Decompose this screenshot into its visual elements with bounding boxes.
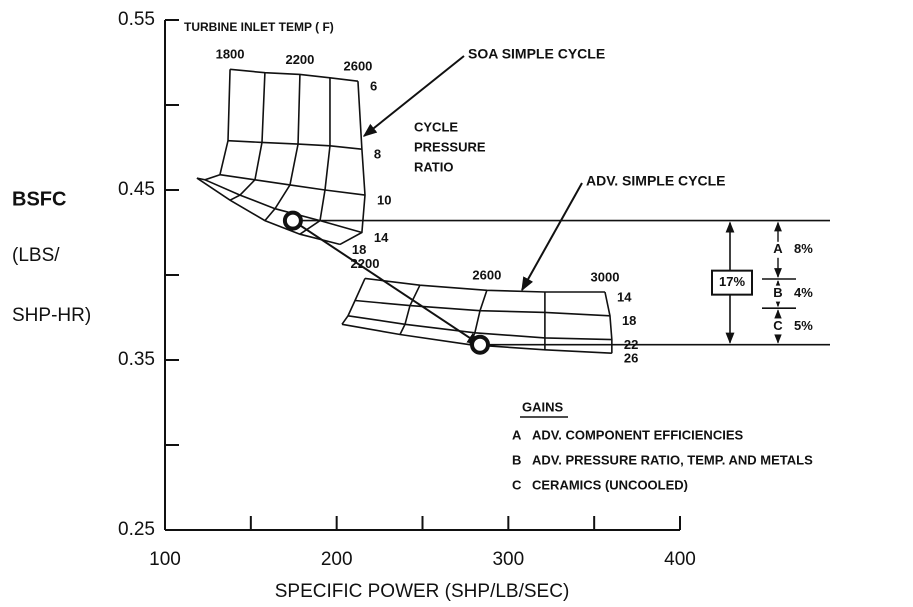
x-axis-label: SPECIFIC POWER (SHP/LB/SEC) <box>275 581 570 602</box>
temp-label: 2200 <box>351 256 380 271</box>
gain-value-label: 4% <box>794 285 813 300</box>
temp-axis-label: TURBINE INLET TEMP ( F) <box>184 20 334 34</box>
gain-key: C <box>773 318 783 333</box>
temp-line <box>604 291 613 354</box>
legend-title: GAINS <box>522 399 564 414</box>
temp-line <box>196 69 231 181</box>
gain-gap <box>770 318 786 335</box>
temp-line <box>339 81 366 246</box>
ratio-label: 10 <box>377 193 391 208</box>
total-label: 17% <box>719 274 745 289</box>
callout-arrow <box>362 55 465 137</box>
ratio-label: 14 <box>374 230 389 245</box>
y-tick-label: 0.45 <box>118 179 155 200</box>
legend-key: A <box>512 427 522 442</box>
y-tick-label: 0.25 <box>118 519 155 540</box>
temp-line <box>229 72 266 201</box>
connector <box>292 219 482 346</box>
ratio-label: 8 <box>374 147 381 162</box>
temp-line <box>341 278 366 325</box>
legend-text: ADV. PRESSURE RATIO, TEMP. AND METALS <box>532 452 813 467</box>
ratio-axis-label: CYCLE <box>414 119 458 134</box>
ratio-axis-label: RATIO <box>414 159 453 174</box>
x-tick-label: 300 <box>492 549 524 570</box>
ratio-label: 14 <box>617 289 632 304</box>
legend-key: B <box>512 452 521 467</box>
design-point <box>470 334 491 355</box>
y-tick-label: 0.35 <box>118 349 155 370</box>
x-tick-label: 200 <box>321 549 353 570</box>
ratio-line <box>196 177 341 246</box>
ratio-line <box>229 68 359 82</box>
ratio-line <box>219 173 366 196</box>
ratio-axis-label: PRESSURE <box>414 139 486 154</box>
temp-label: 3000 <box>591 269 620 284</box>
ratio-line <box>204 179 363 234</box>
temp-label: 2600 <box>343 59 372 74</box>
gain-value-label: 8% <box>794 241 813 256</box>
y-axis-label: BSFC <box>12 188 66 210</box>
legend-key: C <box>512 477 522 492</box>
y-axis-label: (LBS/ <box>12 245 60 266</box>
temp-line <box>299 77 331 235</box>
ratio-label: 18 <box>352 242 366 257</box>
callout-arrow <box>521 182 583 292</box>
y-axis-label: SHP-HR) <box>12 305 91 326</box>
gain-key: A <box>773 241 783 256</box>
legend-text: ADV. COMPONENT EFFICIENCIES <box>532 427 743 442</box>
gain-value-label: 5% <box>794 318 813 333</box>
x-tick-label: 100 <box>149 549 181 570</box>
x-tick-label: 400 <box>664 549 696 570</box>
temp-line <box>264 74 301 222</box>
y-tick-label: 0.55 <box>118 9 155 30</box>
carpet-name: ADV. SIMPLE CYCLE <box>586 173 726 189</box>
design-point <box>282 210 303 231</box>
ratio-line <box>227 139 362 150</box>
gain-gap <box>770 285 786 302</box>
ratio-label: 6 <box>370 79 377 94</box>
total-box <box>711 269 753 296</box>
ratio-label: 26 <box>624 351 638 366</box>
temp-label: 2600 <box>472 268 501 283</box>
temp-label: 1800 <box>216 47 245 62</box>
gain-key: B <box>773 285 782 300</box>
carpet-name: SOA SIMPLE CYCLE <box>468 46 605 62</box>
temp-label: 2200 <box>285 52 314 67</box>
ratio-label: 18 <box>622 313 636 328</box>
temp-line <box>399 284 421 335</box>
gain-gap <box>770 241 786 258</box>
legend-text: CERAMICS (UNCOOLED) <box>532 477 688 492</box>
